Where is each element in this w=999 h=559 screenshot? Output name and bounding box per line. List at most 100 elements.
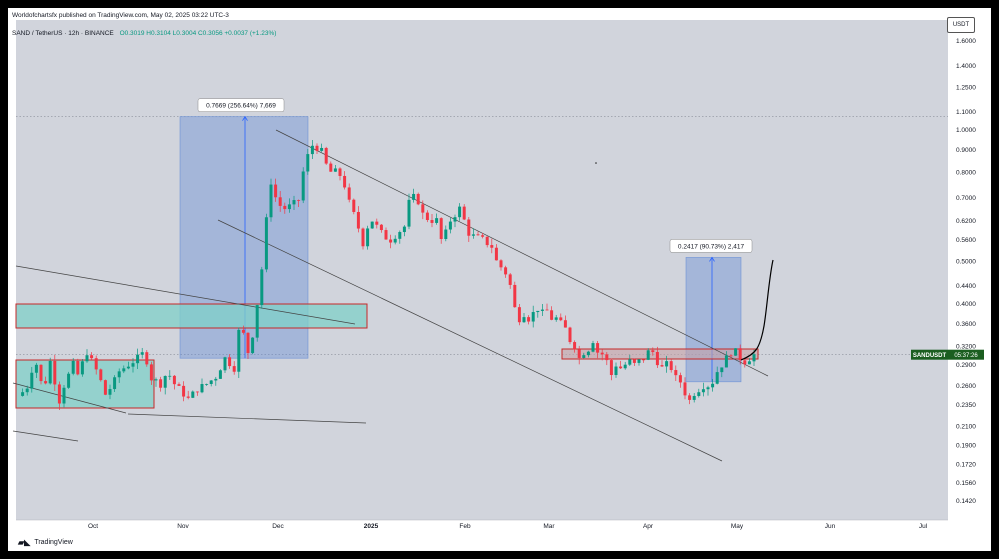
timer-tag: 05:37:26 [954,353,978,359]
candle-body [44,381,48,384]
candle-body [596,343,600,353]
candle-body [154,379,158,381]
x-tick-label: Oct [88,523,98,530]
candle-body [554,317,558,320]
candle-body [425,212,429,221]
x-tick-label: Jul [919,523,928,530]
candle-body [269,184,273,218]
candle-body [62,387,66,404]
candle-body [356,211,360,229]
y-tick-label: 0.5600 [956,237,976,244]
candle-body [688,395,692,400]
y-tick-label: 1.0000 [956,127,976,134]
y-tick-label: 0.2600 [956,383,976,390]
candle-body [747,361,751,365]
candle-body [743,360,747,365]
candles [21,140,756,410]
plot-background [16,20,948,520]
candle-body [241,329,245,333]
candle-body [467,219,471,236]
candle-body [333,168,337,172]
candle-body [131,363,135,367]
candle-body [665,361,669,367]
candle-body [531,312,535,322]
y-tick-label: 0.8000 [956,169,976,176]
candle-body [352,199,356,212]
candle-body [729,355,733,357]
candle-body [600,352,604,355]
candle-body [724,355,728,368]
x-tick-label: 2025 [364,523,379,530]
candle-body [619,366,623,369]
candle-body [715,372,719,384]
candle-body [214,378,218,381]
support-zone [15,359,155,409]
candle-body [283,205,287,210]
candle-body [439,218,443,240]
candle-body [80,361,84,375]
candle-body [25,388,29,393]
x-tick-label: May [731,523,744,530]
candle-body [53,360,57,385]
y-tick-label: 0.1560 [956,480,976,487]
currency-button[interactable]: USDT [947,17,975,33]
y-tick-label: 0.2350 [956,402,976,409]
candle-body [430,220,434,223]
candle-body [366,228,370,247]
candle-body [48,360,52,384]
candle-body [517,307,521,323]
y-tick-label: 1.2500 [956,85,976,92]
candle-body [614,366,618,376]
candle-body [338,168,342,176]
candle-body [177,384,181,386]
candle-body [76,360,80,375]
candle-body [278,197,282,206]
chart-plot[interactable]: 1.6000 1.4000 1.2500 1.1000 1.0000 0.9000 0.80… [8,8,991,551]
candle-body [706,387,710,390]
x-tick-label: Mar [543,523,555,530]
symbol-line: SAND / TetherUS · 12h · BINANCE O0.3019 … [12,30,276,37]
candle-body [508,274,512,285]
measure-label-box [669,239,753,253]
candle-body [195,391,199,393]
candle-body [632,359,636,363]
candle-body [522,317,526,323]
symbol-tag: SANDUSDT [913,353,947,359]
candle-body [448,221,452,230]
projection-path [740,259,774,361]
x-tick-label: Jun [825,523,836,530]
y-tick-label: 0.7000 [956,195,976,202]
candle-body [136,354,140,364]
publisher-line: Worldofchartsfx published on TradingView… [12,12,229,19]
trendline [217,219,723,462]
candle-body [320,147,324,151]
candle-body [122,368,126,372]
candle-body [159,379,163,388]
candle-body [287,204,291,210]
candle-body [577,349,581,358]
breakout-zone [561,348,759,360]
candle-body [655,352,659,366]
candle-body [605,354,609,361]
candle-body [540,309,544,311]
stray-dot [595,162,597,164]
y-tick-label: 0.6200 [956,218,976,225]
candle-body [347,187,351,200]
candle-body [550,310,554,320]
x-tick-label: Dec [272,523,284,530]
candle-body [292,200,296,205]
candle-body [462,206,466,220]
measure-arrowhead [242,115,248,121]
y-tick-label: 0.4400 [956,283,976,290]
candle-body [260,269,264,306]
candle-body [738,348,742,361]
candle-body [251,337,255,354]
candle-body [752,354,756,362]
candle-body [200,384,204,393]
timer-tag-bg [948,349,984,360]
y-tick-label: 0.5000 [956,259,976,266]
candle-body [117,371,121,378]
candle-body [237,329,241,372]
candle-body [471,234,475,236]
candle-body [90,355,94,359]
